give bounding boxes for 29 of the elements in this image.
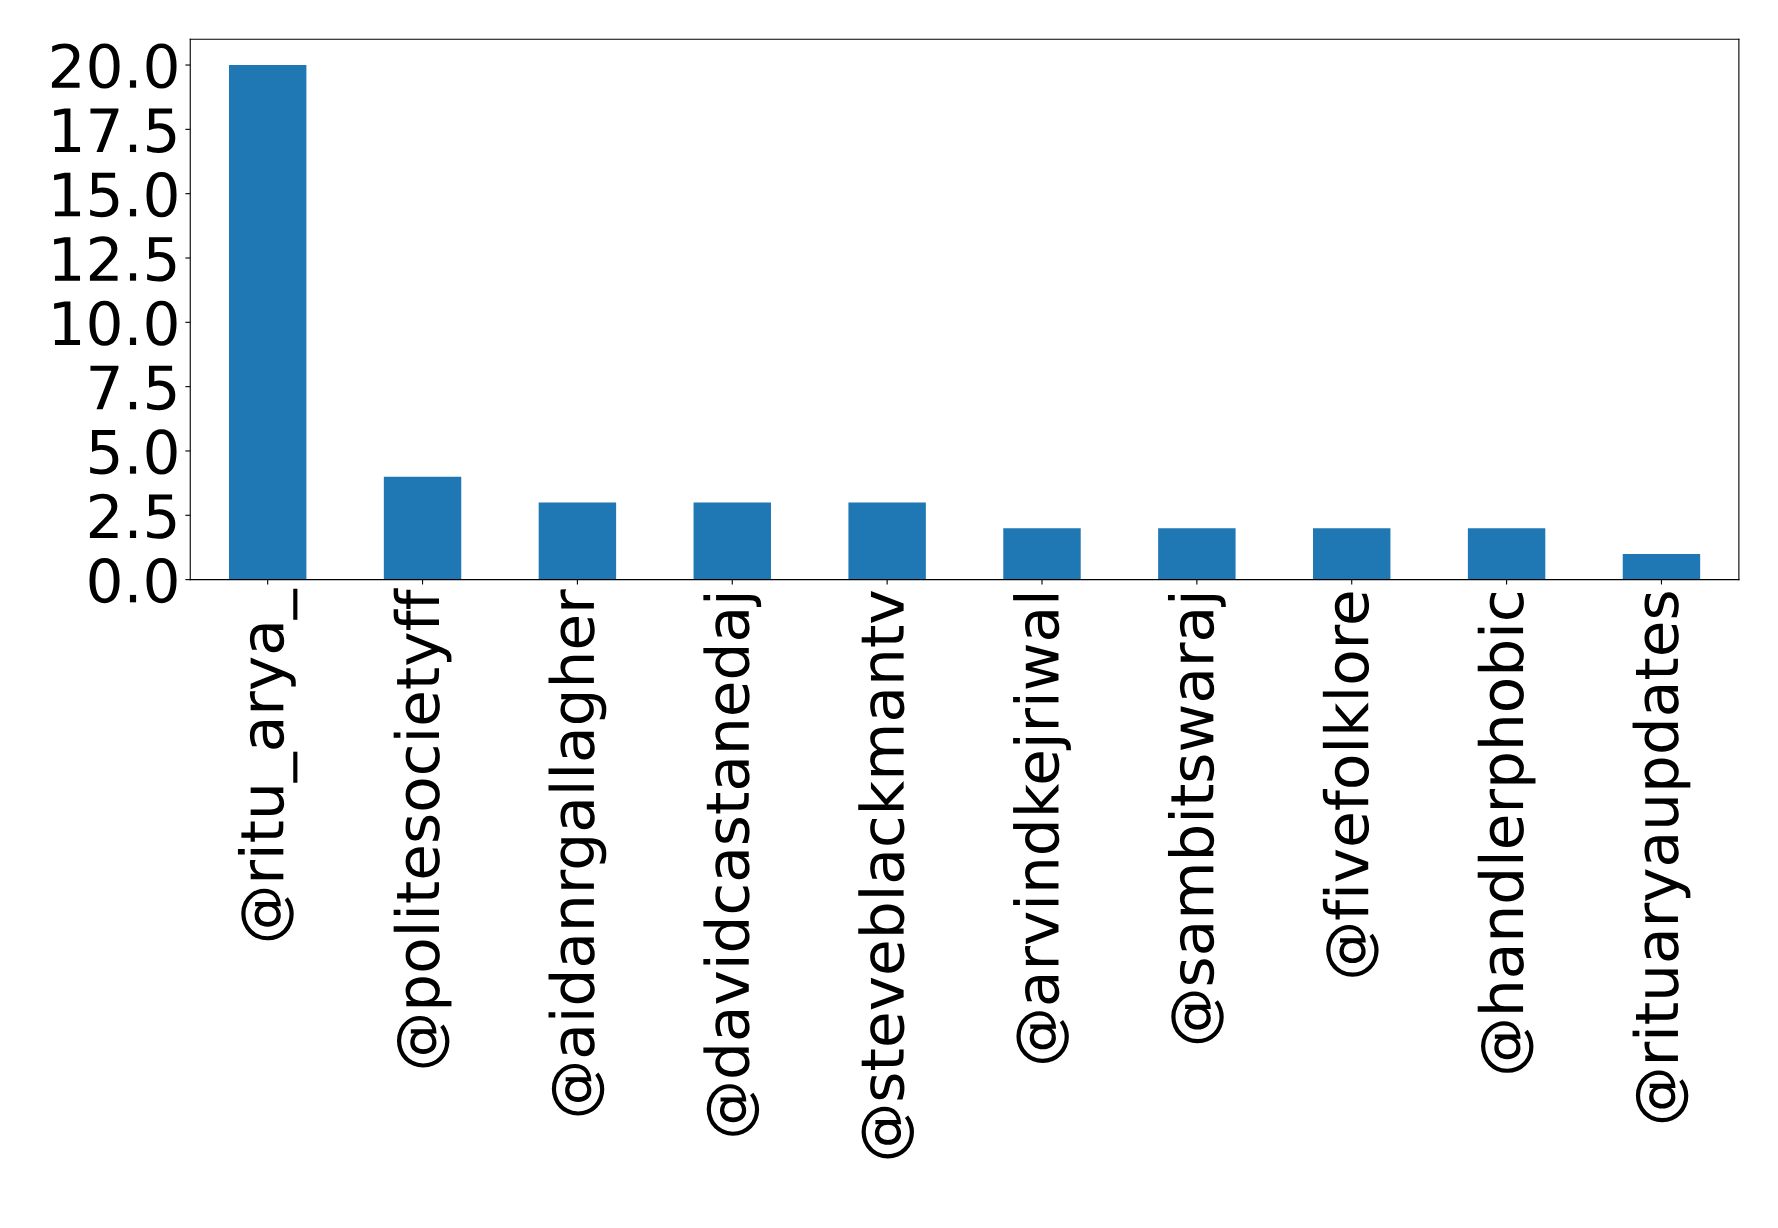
y-tick-label: 0.0 — [89, 557, 177, 604]
bar — [1622, 553, 1701, 580]
bar — [848, 502, 926, 580]
bar — [1003, 528, 1081, 580]
y-tick-label: 12.5 — [54, 236, 176, 282]
bar — [1467, 528, 1546, 580]
bar — [1158, 528, 1236, 580]
bar — [1313, 528, 1391, 580]
x-tick-label: @sambitswaraj — [1167, 594, 1226, 1044]
x-tick-label: @davidcastanedaj — [703, 594, 762, 1136]
x-tick-label: @rituaryaupdates — [1632, 592, 1691, 1123]
y-tick-label: 15.0 — [54, 172, 177, 218]
y-tick-label: 5.0 — [90, 429, 177, 475]
bar — [383, 476, 462, 580]
bar — [538, 502, 617, 580]
x-tick-label: @handlerphobic — [1477, 593, 1536, 1073]
x-tick-label: @politesocietyff — [393, 588, 452, 1068]
bar — [228, 65, 307, 580]
y-tick-label: 17.5 — [54, 108, 176, 153]
y-tick-label: 20.0 — [51, 43, 177, 89]
y-tick-label: 2.5 — [89, 493, 176, 539]
x-tick-label: @ritu_arya_ — [237, 588, 298, 941]
bar — [693, 502, 771, 580]
x-tick-label: @fivefolklore — [1322, 592, 1379, 977]
x-tick-label: @arvindkejriwal — [1013, 594, 1071, 1063]
x-tick-label: @steveblackmantv — [858, 591, 914, 1159]
x-tick-label: @aidanrgallagher — [548, 589, 607, 1116]
y-tick-label: 7.5 — [90, 365, 176, 411]
y-tick-label: 10.0 — [54, 300, 177, 346]
